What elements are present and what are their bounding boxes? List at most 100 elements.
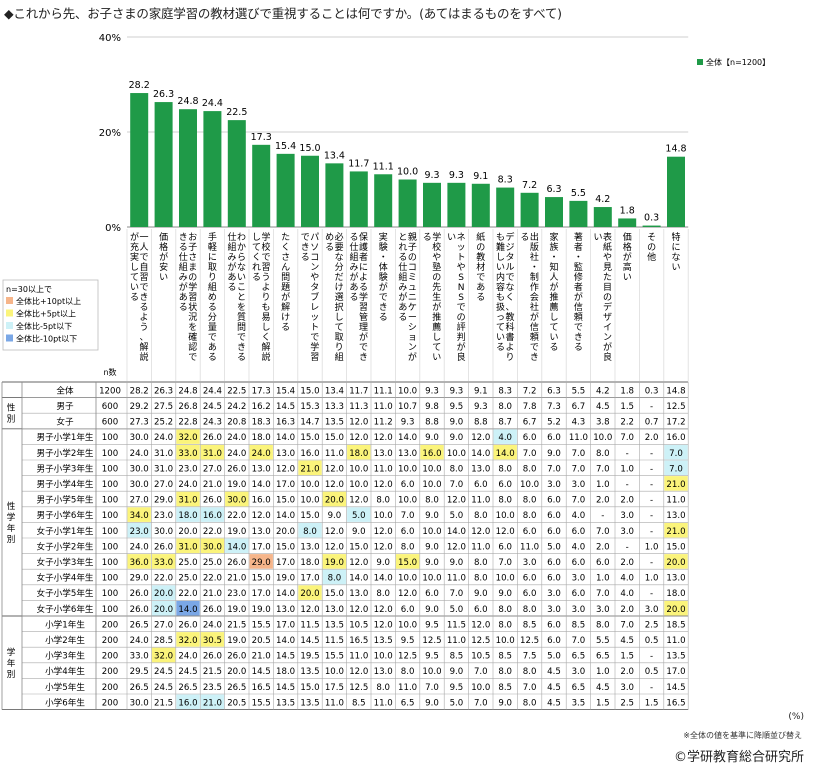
table-cell: 9.0	[425, 511, 439, 521]
table-cell: 1.5	[645, 698, 659, 708]
table-cell: 10.0	[496, 636, 515, 646]
table-cell: 12.0	[349, 433, 368, 443]
highlight-legend-swatch	[6, 334, 13, 342]
table-cell: 9.0	[474, 589, 488, 599]
table-cell: 14.0	[447, 527, 466, 537]
table-cell: 23.0	[178, 464, 197, 474]
table-cell: 11.0	[349, 652, 368, 662]
table-cell: 8.8	[474, 418, 488, 428]
row-n: 200	[102, 683, 118, 693]
highlight-legend-label: 全体比-10pt以下	[16, 334, 77, 344]
table-cell: 10.0	[398, 386, 417, 396]
table-cell: 22.0	[203, 574, 222, 584]
table-cell: 18.5	[666, 620, 685, 630]
table-cell: 26.0	[227, 652, 246, 662]
table-cell: 5.0	[547, 652, 561, 662]
table-cell: 27.0	[154, 480, 173, 490]
table-cell: 16.0	[252, 496, 271, 506]
category-label: 一人で自習できるよう、解説が充実している	[130, 231, 149, 363]
row-n: 200	[102, 698, 118, 708]
table-cell: 10.0	[300, 496, 319, 506]
table-cell: 25.0	[178, 558, 197, 568]
table-cell: 19.0	[252, 605, 271, 615]
row-label: 女子小学3年生	[36, 556, 93, 568]
table-cell: 19.5	[300, 652, 319, 662]
table-cell: 14.5	[666, 683, 685, 693]
table-cell: 12.0	[447, 496, 466, 506]
table-cell: 12.0	[471, 620, 490, 630]
table-cell: 10.0	[398, 496, 417, 506]
y-tick-label: 40%	[99, 33, 121, 44]
table-cell: 13.5	[325, 620, 344, 630]
table-cell: 32.0	[178, 433, 197, 443]
table-cell: 3.0	[572, 605, 586, 615]
group-label: 性学年別	[7, 500, 16, 545]
table-cell: 11.0	[520, 542, 539, 552]
table-cell: 4.0	[620, 574, 634, 584]
table-cell: 15.0	[276, 542, 295, 552]
table-cell: -	[650, 683, 653, 693]
table-cell: -	[650, 527, 653, 537]
table-cell: 8.0	[498, 496, 512, 506]
category-label: たくさん問題が解ける	[281, 232, 290, 333]
highlight-cell	[200, 632, 225, 647]
row-label: 女子小学4年生	[36, 572, 93, 584]
highlight-cell	[298, 460, 322, 476]
table-cell: 12.0	[374, 605, 393, 615]
table-cell: 15.0	[398, 558, 417, 568]
highlight-legend-label: 全体比+5pt以上	[16, 309, 76, 319]
table-cell: 26.5	[178, 683, 197, 693]
table-cell: 13.0	[666, 574, 685, 584]
bar-value-label: 15.4	[275, 141, 296, 152]
table-cell: 18.0	[349, 449, 368, 459]
row-label: 女子小学6年生	[36, 603, 93, 615]
table-cell: 9.3	[474, 402, 488, 412]
table-cell: 22.0	[154, 574, 173, 584]
table-cell: 14.0	[276, 636, 295, 646]
table-cell: 5.5	[572, 386, 586, 396]
table-cell: 30.0	[227, 496, 246, 506]
table-cell: 20.0	[154, 605, 173, 615]
bar	[471, 183, 490, 227]
table-cell: 12.0	[300, 605, 319, 615]
table-cell: 9.0	[450, 667, 464, 677]
table-cell: 21.0	[666, 480, 685, 490]
n-header: n数	[103, 367, 116, 377]
table-cell: -	[650, 480, 653, 490]
table-cell: 11.0	[471, 542, 490, 552]
percent-unit-label: (%)	[788, 712, 804, 722]
table-cell: 4.0	[620, 589, 634, 599]
table-cell: 26.5	[130, 683, 149, 693]
bar	[667, 156, 685, 227]
table-cell: 11.3	[349, 402, 368, 412]
table-cell: 20.8	[227, 418, 246, 428]
table-cell: 3.0	[620, 683, 634, 693]
table-cell: 3.0	[523, 558, 537, 568]
table-cell: 13.0	[276, 605, 295, 615]
table-cell: 2.0	[620, 558, 634, 568]
table-cell: 1.5	[620, 402, 634, 412]
row-label: 女子小学5年生	[36, 587, 93, 599]
highlight-cell	[395, 554, 420, 569]
legend-swatch	[697, 59, 703, 65]
table-cell: 1.0	[645, 542, 659, 552]
table-cell: 24.0	[227, 433, 246, 443]
table-cell: 10.0	[300, 480, 319, 490]
table-cell: 11.0	[666, 636, 685, 646]
table-cell: 12.0	[398, 589, 417, 599]
table-cell: 5.0	[450, 605, 464, 615]
table-cell: 10.0	[422, 527, 441, 537]
table-cell: 26.0	[203, 605, 222, 615]
bar	[447, 182, 466, 227]
bar-value-label: 6.3	[546, 184, 561, 195]
table-cell: 3.0	[547, 589, 561, 599]
table-cell: 8.0	[450, 464, 464, 474]
table-cell: 15.3	[300, 402, 319, 412]
table-cell: 7.0	[572, 464, 586, 474]
table-cell: 26.5	[130, 620, 149, 630]
table-cell: 24.5	[203, 402, 222, 412]
table-cell: 4.3	[572, 418, 586, 428]
table-cell: 7.3	[547, 402, 561, 412]
table-cell: 2.0	[596, 542, 610, 552]
table-cell: 4.5	[596, 402, 610, 412]
